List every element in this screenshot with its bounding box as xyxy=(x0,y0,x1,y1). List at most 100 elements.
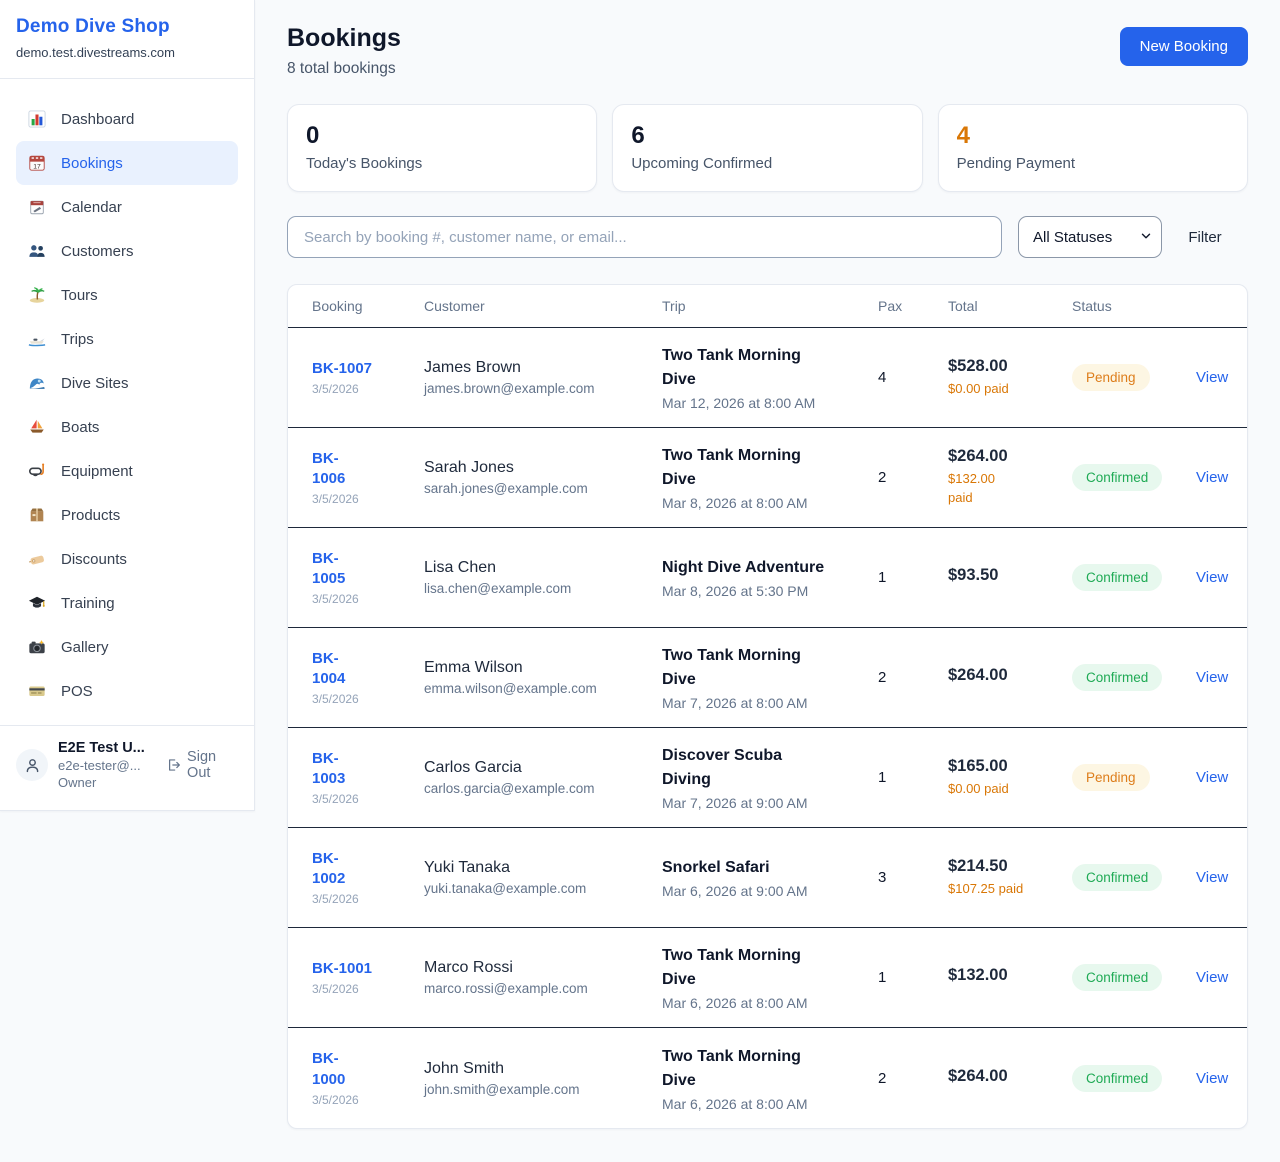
sidebar-item-pos[interactable]: POS xyxy=(16,669,238,713)
trip-name: Two Tank Morning Dive xyxy=(662,447,801,488)
paid-amount: $0.00 paid xyxy=(948,780,1009,796)
table-row: BK- 1002 3/5/2026 Yuki Tanaka yuki.tanaka… xyxy=(288,828,1247,928)
customer-email: yuki.tanaka@example.com xyxy=(424,881,587,896)
sidebar-item-equipment[interactable]: Equipment xyxy=(16,449,238,493)
view-link[interactable]: View xyxy=(1196,669,1229,686)
sidebar-item-calendar[interactable]: Calendar xyxy=(16,185,238,229)
status-badge: Confirmed xyxy=(1072,964,1163,991)
booking-number-link[interactable]: BK- 1002 xyxy=(312,849,346,887)
view-link[interactable]: View xyxy=(1196,469,1229,486)
stat-value: 4 xyxy=(956,122,971,149)
customer-name: Lisa Chen xyxy=(424,559,497,576)
calendar-date-icon: 17 xyxy=(28,154,46,172)
stat-value: 6 xyxy=(631,122,645,149)
stat-card-upcoming-confirmed: 6 Upcoming Confirmed xyxy=(612,104,923,192)
sidebar-item-customers[interactable]: Customers xyxy=(16,229,238,273)
view-link[interactable]: View xyxy=(1196,869,1229,886)
status-badge: Confirmed xyxy=(1072,564,1163,591)
status-filter-select[interactable]: All Statuses xyxy=(1018,216,1162,258)
sidebar-item-dive-sites[interactable]: Dive Sites xyxy=(16,361,238,405)
booking-number-link[interactable]: BK- 1004 xyxy=(312,649,346,687)
column-header-status: Status xyxy=(1072,298,1112,314)
booking-number-link[interactable]: BK- 1005 xyxy=(312,549,346,587)
sidebar-nav: Dashboard 17 Bookings Calendar Customers xyxy=(0,79,254,725)
wave-icon xyxy=(28,374,46,392)
sidebar-item-tours[interactable]: Tours xyxy=(16,273,238,317)
sidebar-item-label: Boats xyxy=(61,418,100,436)
bookings-table: Booking Customer Trip Pax Total Status B… xyxy=(287,284,1248,1129)
sidebar-item-label: Dashboard xyxy=(61,110,135,128)
sidebar-item-dashboard[interactable]: Dashboard xyxy=(16,97,238,141)
table-row: BK- 1000 3/5/2026 John Smith john.smith@e… xyxy=(288,1028,1247,1128)
view-link[interactable]: View xyxy=(1196,569,1229,586)
search-input[interactable] xyxy=(287,216,1002,258)
booking-number-link[interactable]: BK- 1003 xyxy=(312,749,346,787)
pax-count: 1 xyxy=(878,769,887,786)
sign-out-button[interactable]: Sign Out xyxy=(166,749,238,781)
status-badge: Confirmed xyxy=(1072,1064,1163,1092)
sidebar-item-training[interactable]: Training xyxy=(16,581,238,625)
sidebar-item-bookings[interactable]: 17 Bookings xyxy=(16,141,238,185)
avatar xyxy=(16,749,48,781)
trip-datetime: Mar 6, 2026 at 8:00 AM xyxy=(662,995,808,1011)
camera-icon xyxy=(28,638,46,656)
status-filter-value: All Statuses xyxy=(1033,228,1113,246)
sidebar-item-label: Tours xyxy=(61,286,98,304)
pax-count: 2 xyxy=(878,469,887,486)
booking-number-link[interactable]: BK- 1006 xyxy=(312,449,346,487)
total-amount: $93.50 xyxy=(948,566,999,584)
customer-email: sarah.jones@example.com xyxy=(424,481,588,496)
pax-count: 3 xyxy=(878,869,887,886)
booking-number-link[interactable]: BK- 1000 xyxy=(312,1050,346,1088)
table-row: BK-1007 3/5/2026 James Brown james.brown… xyxy=(288,328,1247,428)
status-badge: Pending xyxy=(1072,364,1150,391)
booking-date: 3/5/2026 xyxy=(312,792,359,807)
grad-cap-icon xyxy=(28,594,46,612)
sidebar-item-discounts[interactable]: Discounts xyxy=(16,537,238,581)
customer-email: carlos.garcia@example.com xyxy=(424,781,595,796)
sidebar-item-label: Trips xyxy=(61,330,94,348)
customer-name: Emma Wilson xyxy=(424,659,523,676)
view-link[interactable]: View xyxy=(1196,369,1229,386)
user-role: Owner xyxy=(58,775,97,790)
column-header-pax: Pax xyxy=(878,298,903,314)
booking-number-link[interactable]: BK-1001 xyxy=(312,959,373,977)
paid-amount: $132.00 paid xyxy=(948,471,995,505)
table-row: BK-1001 3/5/2026 Marco Rossi marco.rossi… xyxy=(288,928,1247,1028)
stats-row: 0 Today's Bookings 6 Upcoming Confirmed … xyxy=(287,104,1248,192)
sidebar-item-label: Gallery xyxy=(61,638,109,656)
booking-date: 3/5/2026 xyxy=(312,492,359,507)
total-amount: $264.00 xyxy=(948,447,1008,466)
total-amount: $264.00 xyxy=(948,666,1008,684)
shop-domain: demo.test.divestreams.com xyxy=(16,45,175,60)
credit-card-icon xyxy=(28,682,46,700)
sidebar-item-label: Calendar xyxy=(61,198,122,216)
people-icon xyxy=(28,242,46,260)
total-amount: $264.00 xyxy=(948,1066,1008,1085)
calendar-pad-icon xyxy=(28,198,46,216)
bar-chart-icon xyxy=(28,110,46,128)
new-booking-button[interactable]: New Booking xyxy=(1119,27,1248,66)
sidebar-item-gallery[interactable]: Gallery xyxy=(16,625,238,669)
pax-count: 1 xyxy=(878,969,887,986)
trip-name: Night Dive Adventure xyxy=(662,559,825,576)
view-link[interactable]: View xyxy=(1196,769,1229,786)
customer-email: john.smith@example.com xyxy=(424,1081,580,1097)
booking-number-link[interactable]: BK-1007 xyxy=(312,359,373,377)
customer-email: marco.rossi@example.com xyxy=(424,981,588,996)
page-title: Bookings xyxy=(287,24,401,52)
sidebar-user-panel: E2E Test U... e2e-tester@... Owner Sign … xyxy=(0,725,254,810)
sidebar-item-boats[interactable]: Boats xyxy=(16,405,238,449)
filter-label: Filter xyxy=(1188,228,1222,246)
stat-label: Today's Bookings xyxy=(306,155,423,172)
stat-card-todays-bookings: 0 Today's Bookings xyxy=(287,104,598,192)
pax-count: 2 xyxy=(878,1069,887,1087)
view-link[interactable]: View xyxy=(1196,1069,1229,1087)
view-link[interactable]: View xyxy=(1196,969,1229,986)
booking-date: 3/5/2026 xyxy=(312,382,359,397)
column-header-customer: Customer xyxy=(424,298,485,314)
sidebar-item-trips[interactable]: Trips xyxy=(16,317,238,361)
sidebar-item-products[interactable]: Products xyxy=(16,493,238,537)
user-info: E2E Test U... e2e-tester@... Owner xyxy=(58,740,166,790)
